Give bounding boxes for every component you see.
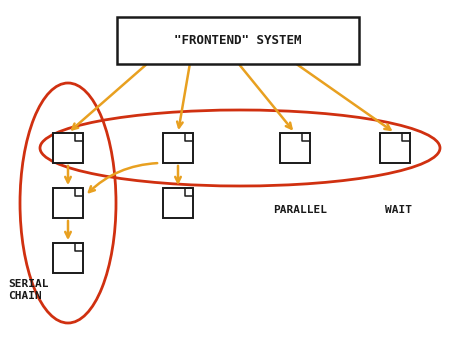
FancyBboxPatch shape <box>163 133 193 163</box>
Text: PARALLEL: PARALLEL <box>273 205 327 215</box>
Text: WAIT: WAIT <box>385 205 412 215</box>
FancyBboxPatch shape <box>280 133 310 163</box>
Text: "FRONTEND" SYSTEM: "FRONTEND" SYSTEM <box>174 34 302 47</box>
FancyBboxPatch shape <box>53 243 83 273</box>
FancyBboxPatch shape <box>53 133 83 163</box>
FancyBboxPatch shape <box>117 17 359 64</box>
Text: SERIAL
CHAIN: SERIAL CHAIN <box>8 279 49 301</box>
FancyBboxPatch shape <box>163 188 193 218</box>
FancyBboxPatch shape <box>53 188 83 218</box>
FancyBboxPatch shape <box>380 133 410 163</box>
